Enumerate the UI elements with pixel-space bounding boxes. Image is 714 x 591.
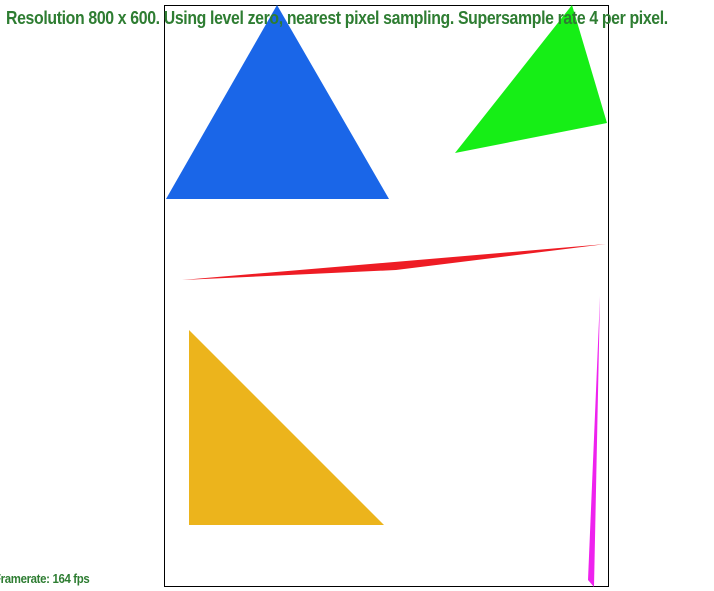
render-status-text: Resolution 800 x 600. Using level zero, … bbox=[6, 8, 668, 28]
blue-triangle bbox=[166, 5, 389, 199]
red-sliver-triangle bbox=[182, 244, 606, 280]
yellow-triangle bbox=[189, 330, 384, 525]
magenta-sliver-triangle bbox=[588, 296, 600, 587]
render-frame-border bbox=[164, 5, 609, 587]
framerate-text: Framerate: 164 fps bbox=[0, 571, 90, 586]
green-triangle bbox=[455, 5, 607, 153]
